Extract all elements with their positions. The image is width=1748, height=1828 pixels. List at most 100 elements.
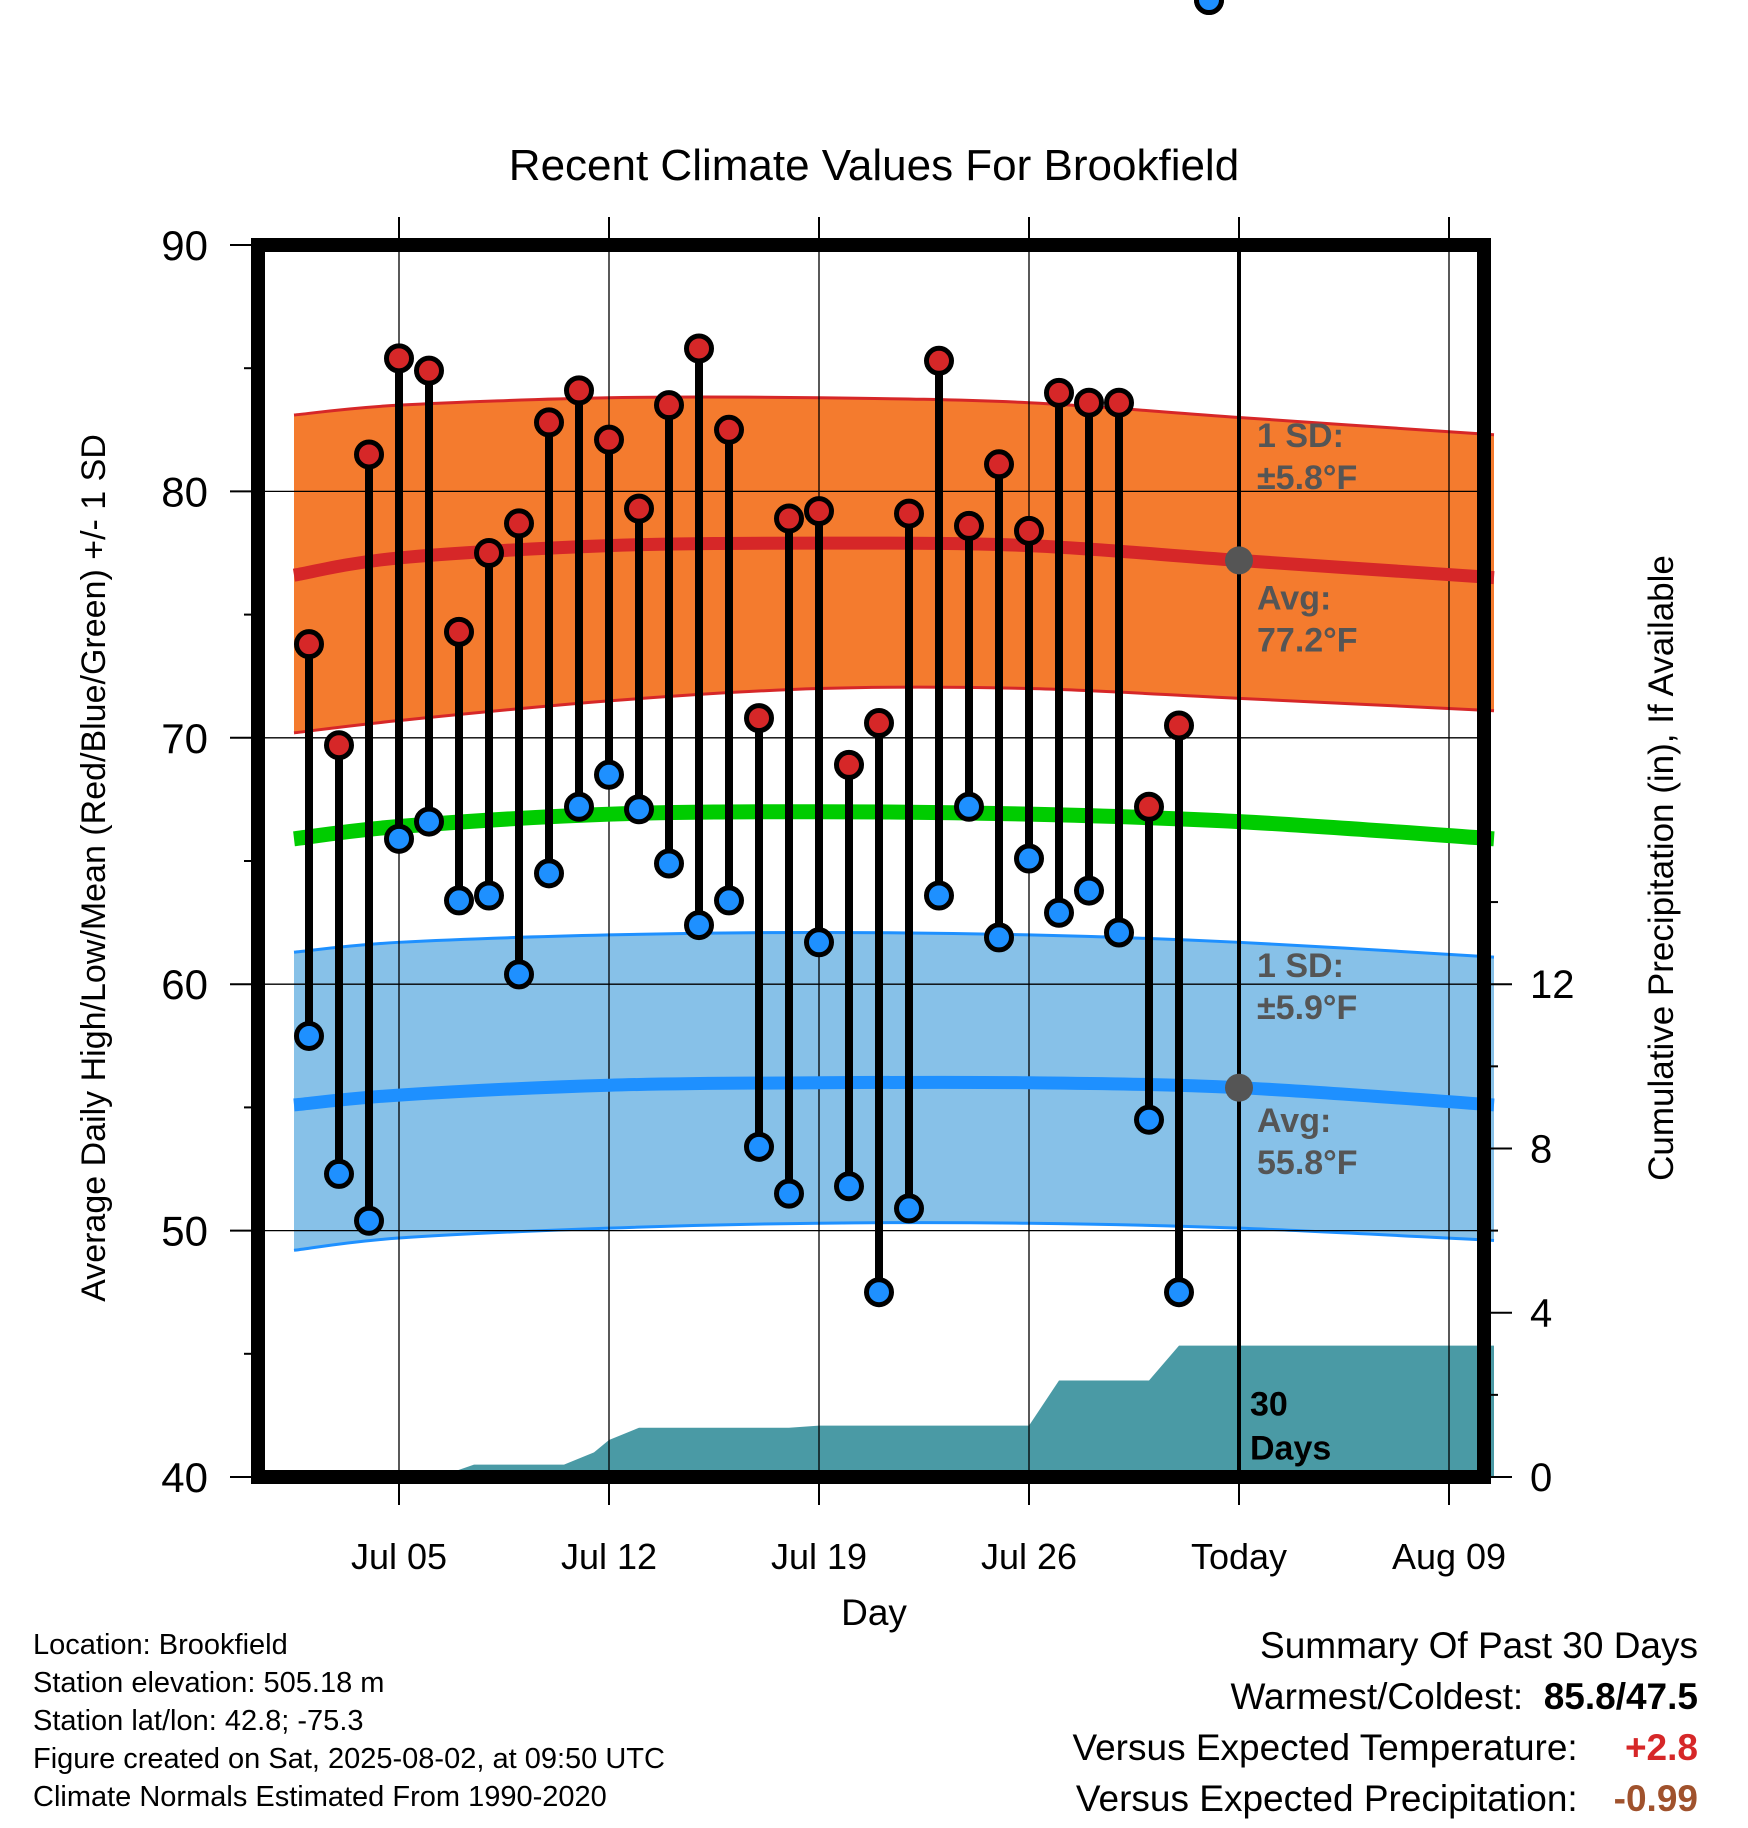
low-sd-annotation: 1 SD: (1257, 947, 1344, 985)
low-point (444, 885, 474, 916)
temp-value: +2.8 (1624, 1727, 1698, 1768)
low-point (894, 1193, 924, 1224)
period-annotation: 30 (1250, 1385, 1288, 1423)
high-point (504, 508, 534, 539)
y2-tick-label: 8 (1530, 1127, 1552, 1171)
low-point (684, 910, 714, 941)
temp-label: Versus Expected Temperature: (1072, 1727, 1578, 1768)
low-point (714, 885, 744, 916)
high-point (1134, 791, 1164, 822)
high-sd-annotation: ±5.8°F (1257, 459, 1357, 497)
warm-cold-row: Warmest/Coldest: 85.8/47.5 (898, 1671, 1698, 1722)
low-point (804, 927, 834, 958)
low-point (384, 823, 414, 854)
low-point (294, 1020, 324, 1051)
high-point (414, 355, 444, 386)
elevation-text: Station elevation: 505.18 m (33, 1667, 385, 1699)
high-point (804, 496, 834, 527)
high-point (1044, 377, 1074, 408)
y2-tick-label: 0 (1530, 1456, 1552, 1500)
low-point (414, 806, 444, 837)
precip-label: Versus Expected Precipitation: (1075, 1778, 1578, 1819)
high-point (894, 498, 924, 529)
high-point (384, 343, 414, 374)
high-point (954, 510, 984, 541)
y-tick-label: 90 (161, 222, 208, 269)
high-point (1014, 515, 1044, 546)
x-tick-label: Jul 19 (771, 1536, 867, 1577)
high-point (1074, 387, 1104, 418)
low-point (1074, 875, 1104, 906)
high-point (534, 407, 564, 438)
low-point (984, 922, 1014, 953)
low-sd-upper-line (293, 930, 1495, 959)
high-point (474, 538, 504, 568)
low-point (474, 880, 504, 911)
high-point (294, 629, 324, 660)
y-tick-label: 60 (161, 961, 208, 1008)
y-tick-label: 80 (161, 468, 208, 515)
low-avg-annotation: Avg: (1257, 1102, 1331, 1140)
precip-value: -0.99 (1613, 1778, 1698, 1819)
high-point (984, 449, 1014, 480)
x-axis-label: Day (841, 1592, 907, 1633)
warm-cold-value: 85.8/47.5 (1543, 1676, 1698, 1717)
mean-avg-line (293, 804, 1495, 847)
summary-panel: Summary Of Past 30 Days Warmest/Coldest:… (898, 1620, 1698, 1824)
warm-cold-label: Warmest/Coldest: (1230, 1676, 1524, 1717)
high-point (1104, 387, 1134, 418)
high-point (444, 616, 474, 647)
low-sd-band (294, 932, 1494, 1251)
low-point (564, 791, 594, 822)
low-point (354, 1205, 384, 1236)
high-point (594, 424, 624, 455)
y-axis-label: Average Daily High/Low/Mean (Red/Blue/Gr… (75, 434, 113, 1302)
high-point (834, 749, 864, 780)
low-point (954, 791, 984, 822)
today-low-avg-marker (1225, 1073, 1253, 1102)
x-tick-label: Jul 05 (351, 1536, 447, 1577)
latlon-text: Station lat/lon: 42.8; -75.3 (33, 1705, 364, 1737)
low-point (774, 1178, 804, 1209)
low-sd-lower-line (293, 1221, 1495, 1252)
y2-tick-label: 12 (1530, 963, 1575, 1007)
precip-area (294, 1345, 1494, 1477)
y2-tick-label: 4 (1530, 1292, 1552, 1336)
high-point (354, 439, 384, 470)
y-tick-label: 40 (161, 1454, 208, 1501)
normals-text: Climate Normals Estimated From 1990-2020 (33, 1781, 607, 1813)
low-point (1194, 0, 1224, 15)
high-avg-annotation: 77.2°F (1257, 622, 1358, 660)
low-point (1044, 897, 1074, 928)
x-tick-label: Jul 12 (561, 1536, 657, 1577)
high-avg-annotation: Avg: (1257, 580, 1331, 618)
low-avg-annotation: 55.8°F (1257, 1144, 1358, 1182)
low-point (1164, 1277, 1194, 1308)
high-point (684, 333, 714, 364)
summary-title: Summary Of Past 30 Days (1260, 1625, 1698, 1666)
high-sd-band (294, 396, 1494, 733)
chart-title: Recent Climate Values For Brookfield (509, 141, 1239, 190)
low-point (624, 794, 654, 825)
station-info: Location: Brookfield Station elevation: … (33, 1626, 813, 1816)
y-tick-label: 70 (161, 715, 208, 762)
high-point (1164, 710, 1194, 741)
high-point (774, 503, 804, 534)
low-point (324, 1158, 354, 1189)
high-point (714, 414, 744, 445)
low-point (654, 848, 684, 879)
low-point (504, 959, 534, 990)
high-point (564, 375, 594, 406)
temp-row: Versus Expected Temperature: +2.8 (898, 1722, 1698, 1773)
low-point (864, 1277, 894, 1308)
low-sd-annotation: ±5.9°F (1257, 989, 1357, 1027)
plot-area: 1 SD: ±5.8°F Avg: 77.2°F 1 SD: ±5.9°F Avg: 55.8… (258, 0, 1495, 1478)
low-point (924, 880, 954, 911)
high-sd-annotation: 1 SD: (1257, 417, 1344, 455)
x-tick-label: Aug 09 (1392, 1536, 1506, 1577)
today-high-avg-marker (1225, 546, 1253, 575)
low-point (1014, 843, 1044, 874)
high-point (864, 708, 894, 739)
high-point (654, 390, 684, 421)
